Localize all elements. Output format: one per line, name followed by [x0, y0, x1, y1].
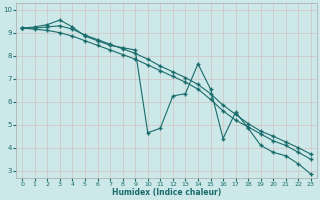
X-axis label: Humidex (Indice chaleur): Humidex (Indice chaleur): [112, 188, 221, 197]
